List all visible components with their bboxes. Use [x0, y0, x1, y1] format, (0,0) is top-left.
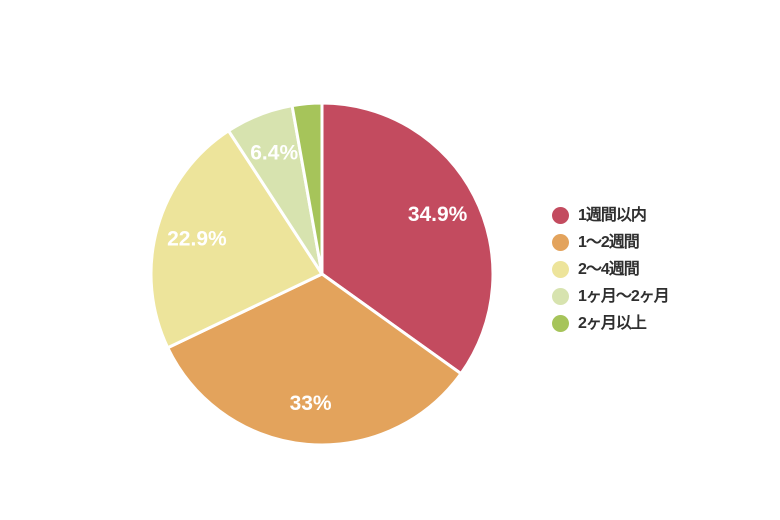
legend-item-label: 1～2週間 — [578, 234, 640, 251]
legend-item-label: 2ヶ月以上 — [578, 315, 647, 332]
legend-item: 1～2週間 — [552, 229, 669, 256]
pie-slice-percent-label: 33% — [290, 392, 332, 415]
legend-color-marker-icon — [552, 288, 569, 305]
pie-slice — [290, 101, 324, 276]
pie-slice — [320, 101, 495, 376]
legend-item: 2～4週間 — [552, 256, 669, 283]
pie-slice — [166, 272, 463, 447]
pie-slice-percent-label: 6.4% — [250, 142, 298, 165]
legend-item-label: 2～4週間 — [578, 261, 640, 278]
legend-item-label: 1週間以内 — [578, 207, 647, 224]
legend-color-marker-icon — [552, 234, 569, 251]
legend-item-label: 1ヶ月～2ヶ月 — [578, 288, 670, 305]
pie-slice-percent-label: 34.9% — [408, 203, 468, 226]
legend-color-marker-icon — [552, 261, 569, 278]
legend-item: 1ヶ月～2ヶ月 — [552, 283, 670, 310]
legend-color-marker-icon — [552, 207, 569, 224]
legend-item: 2ヶ月以上 — [552, 310, 669, 337]
pie-slice — [149, 129, 324, 350]
legend-color-marker-icon — [552, 315, 569, 332]
legend: 1週間以内 1～2週間 2～4週間 1ヶ月～2ヶ月 2ヶ月以上 — [552, 202, 670, 337]
pie-slice-percent-label: 22.9% — [167, 227, 227, 250]
legend-item: 1週間以内 — [552, 202, 669, 229]
